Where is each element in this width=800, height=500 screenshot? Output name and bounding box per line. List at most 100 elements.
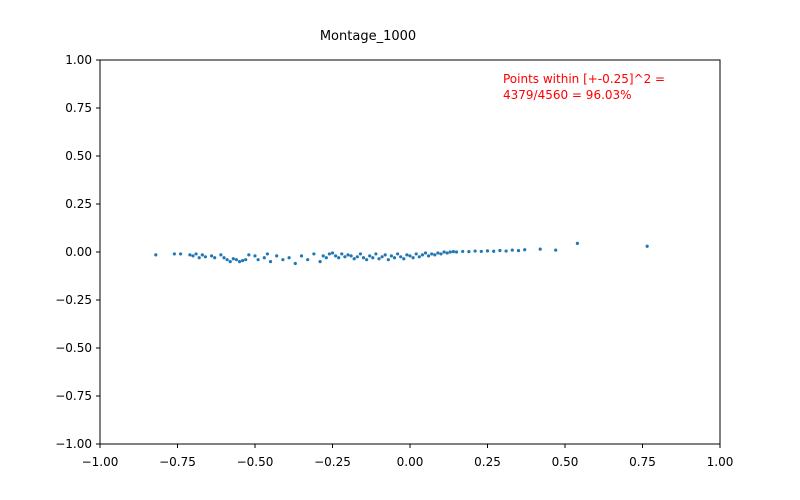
scatter-point — [241, 259, 245, 263]
scatter-point — [433, 253, 437, 257]
scatter-point — [154, 253, 158, 257]
scatter-point — [451, 250, 455, 254]
scatter-point — [287, 256, 291, 260]
scatter-point — [200, 253, 204, 257]
scatter-point — [358, 252, 362, 256]
scatter-point — [349, 254, 353, 258]
scatter-point — [225, 258, 229, 262]
scatter-point — [334, 254, 338, 258]
scatter-point — [355, 255, 359, 259]
scatter-point — [645, 244, 649, 248]
scatter-point — [414, 252, 418, 256]
y-tick-label: −0.75 — [55, 389, 92, 403]
y-axis: −1.00 −0.75 −0.50 −0.25 0.00 0.25 0.50 0.75 1.00 — [55, 53, 100, 451]
y-tick-label: 1.00 — [65, 53, 92, 67]
x-axis: −1.00 −0.75 −0.50 −0.25 0.00 0.25 0.50 0.75 1.00 — [82, 444, 734, 469]
scatter-point — [197, 256, 201, 260]
scatter-point — [275, 254, 279, 258]
y-tick-label: 0.50 — [65, 149, 92, 163]
y-tick-label: 0.00 — [65, 245, 92, 259]
y-tick-label: 0.25 — [65, 197, 92, 211]
annotation-line-2: 4379/4560 = 96.03% — [503, 88, 632, 102]
scatter-point — [352, 257, 356, 261]
scatter-point — [191, 254, 195, 258]
x-tick-label: 1.00 — [707, 455, 734, 469]
scatter-point — [312, 252, 316, 256]
scatter-point — [523, 248, 527, 252]
scatter-point — [439, 252, 443, 256]
scatter-point — [262, 256, 266, 260]
scatter-point — [408, 254, 412, 258]
x-tick-label: −0.75 — [159, 455, 196, 469]
y-tick-label: −0.50 — [55, 341, 92, 355]
scatter-points — [154, 241, 649, 266]
scatter-point — [231, 257, 235, 261]
scatter-point — [371, 256, 375, 260]
scatter-point — [237, 260, 242, 264]
x-tick-label: 0.00 — [397, 455, 424, 469]
scatter-point — [430, 252, 434, 256]
scatter-point — [234, 258, 238, 262]
scatter-point — [399, 255, 403, 259]
scatter-point — [172, 252, 176, 256]
scatter-point — [368, 254, 372, 258]
scatter-point — [383, 253, 387, 257]
scatter-point — [281, 258, 285, 262]
scatter-point — [361, 256, 366, 260]
scatter-point — [222, 256, 226, 260]
scatter-point — [299, 254, 304, 258]
scatter-point — [445, 251, 449, 255]
scatter-point — [337, 256, 341, 260]
scatter-point — [228, 260, 232, 264]
scatter-point — [510, 248, 514, 252]
scatter-point — [380, 255, 384, 259]
scatter-point — [321, 254, 325, 258]
scatter-point — [392, 256, 397, 260]
scatter-point — [256, 258, 260, 262]
scatter-point — [411, 256, 415, 260]
scatter-point — [479, 249, 483, 254]
scatter-point — [498, 248, 502, 253]
x-tick-label: 0.50 — [552, 455, 579, 469]
scatter-point — [293, 261, 297, 266]
scatter-point — [538, 247, 542, 251]
scatter-point — [485, 249, 490, 253]
scatter-point — [504, 249, 508, 253]
scatter-point — [213, 256, 217, 260]
scatter-point — [575, 241, 580, 245]
x-tick-label: −1.00 — [82, 455, 119, 469]
scatter-point — [516, 249, 521, 253]
scatter-point — [318, 260, 322, 264]
scatter-point — [268, 260, 273, 264]
scatter-point — [427, 254, 431, 258]
scatter-point — [386, 258, 390, 262]
scatter-point — [253, 254, 257, 258]
y-tick-label: −0.25 — [55, 293, 92, 307]
scatter-point — [188, 253, 192, 257]
scatter-point — [467, 250, 471, 254]
scatter-point — [436, 251, 440, 255]
scatter-point — [396, 252, 400, 256]
scatter-point — [442, 250, 446, 254]
chart-title: Montage_1000 — [320, 29, 416, 44]
scatter-point — [219, 253, 223, 257]
scatter-point — [210, 254, 214, 258]
y-tick-label: −1.00 — [55, 437, 92, 451]
x-tick-label: 0.75 — [629, 455, 656, 469]
scatter-point — [405, 253, 409, 257]
scatter-point — [473, 249, 477, 253]
scatter-point — [374, 252, 378, 256]
annotation-line-1: Points within [+-0.25]^2 = — [503, 72, 665, 86]
scatter-point — [247, 253, 251, 257]
x-tick-label: −0.25 — [314, 455, 351, 469]
scatter-point — [306, 258, 310, 262]
scatter-point — [343, 255, 347, 259]
scatter-point — [420, 253, 424, 257]
scatter-point — [377, 257, 381, 261]
scatter-point — [448, 250, 452, 254]
scatter-point — [417, 255, 421, 259]
x-tick-label: −0.50 — [237, 455, 274, 469]
scatter-point — [346, 253, 350, 257]
scatter-point — [203, 255, 207, 259]
